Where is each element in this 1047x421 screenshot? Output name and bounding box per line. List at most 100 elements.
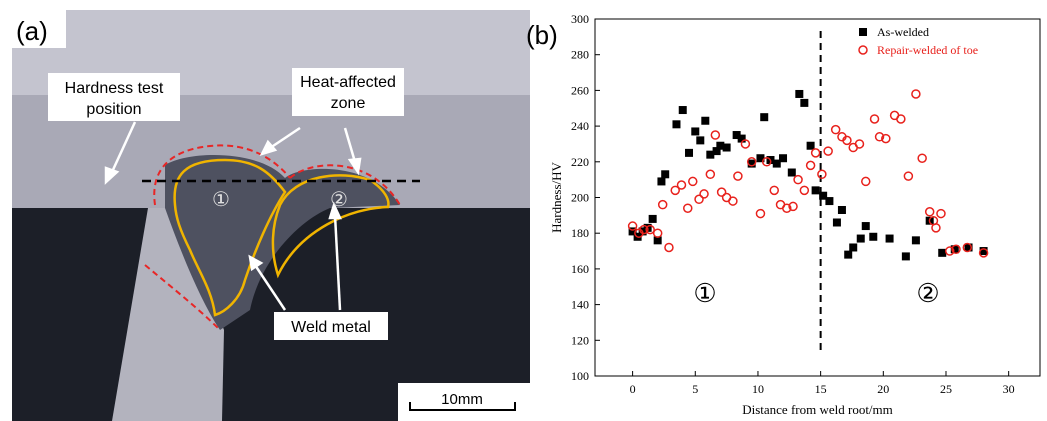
point [903, 171, 914, 181]
x-axis-label: Distance from weld root/mm [742, 402, 893, 417]
point [924, 207, 935, 217]
point [944, 246, 955, 256]
y-tick-label: 100 [571, 369, 589, 383]
haz-boundary [289, 164, 401, 206]
point [740, 139, 751, 149]
point [811, 186, 820, 195]
label-box [274, 312, 388, 340]
scale-label: 10mm [441, 391, 483, 408]
point [844, 250, 853, 259]
x-tick-label: 20 [877, 382, 889, 396]
point [712, 147, 721, 156]
x-tick-label: 25 [940, 382, 952, 396]
point [825, 197, 834, 206]
label-box [292, 68, 404, 116]
point [936, 208, 946, 219]
point [699, 189, 709, 199]
annotation: Heat-affected [300, 74, 396, 91]
point [819, 191, 828, 200]
point [705, 169, 716, 180]
point [652, 228, 663, 238]
point [881, 133, 891, 144]
point [670, 185, 680, 196]
arrow [269, 126, 301, 150]
point [806, 141, 815, 150]
fusion-line [271, 174, 390, 279]
point [842, 135, 852, 146]
y-tick-label: 260 [571, 83, 589, 97]
fusion-line [173, 158, 287, 317]
annotation: position [86, 101, 141, 118]
point [678, 106, 687, 115]
x-tick-label: 15 [815, 382, 827, 396]
point [772, 159, 781, 168]
point [664, 242, 674, 253]
point [769, 185, 780, 196]
label-box [12, 10, 66, 48]
arrow-head [259, 139, 278, 157]
point [793, 174, 803, 185]
panel-label: (a) [16, 16, 48, 46]
point [648, 214, 657, 223]
point [747, 159, 756, 168]
weld-zone [165, 155, 400, 330]
arrow-head [328, 201, 342, 220]
point [639, 224, 649, 235]
zone-label: ② [330, 189, 348, 211]
point [938, 248, 947, 257]
y-tick-label: 300 [571, 12, 589, 26]
photo-panel: (a) Hardness test position Heat-affected… [12, 10, 530, 421]
point [911, 236, 920, 245]
point [782, 203, 792, 213]
point [830, 124, 841, 135]
annotation: Hardness test [65, 80, 164, 97]
point [800, 98, 809, 107]
arrow-head [347, 157, 362, 176]
point [823, 146, 833, 156]
point [931, 223, 941, 233]
point [761, 157, 772, 167]
point [795, 89, 804, 98]
point [653, 236, 662, 245]
point [787, 168, 796, 177]
point [685, 148, 694, 157]
point [645, 224, 655, 235]
x-tick-label: 0 [630, 382, 636, 396]
point [911, 89, 921, 99]
zone-label: ② [916, 279, 939, 308]
point [755, 208, 766, 219]
y-axis-label: Hardness/HV [549, 162, 564, 233]
panel-label: (b) [526, 20, 558, 50]
x-tick-label: 10 [752, 382, 764, 396]
annotation: zone [331, 95, 366, 112]
point [979, 247, 988, 256]
point [861, 176, 871, 187]
legend-label: Repair-welded of toe [877, 43, 978, 57]
point [676, 180, 687, 190]
point [779, 154, 788, 163]
point [683, 203, 693, 213]
y-tick-label: 140 [571, 298, 589, 312]
point [746, 157, 757, 167]
point [688, 176, 698, 187]
point [661, 170, 670, 179]
point [854, 139, 865, 149]
point [837, 205, 846, 214]
zone-label: ① [212, 189, 230, 211]
point [805, 160, 816, 171]
x-tick-label: 30 [1003, 382, 1015, 396]
point [869, 114, 880, 124]
legend-label: As-welded [877, 25, 929, 39]
point [628, 227, 637, 236]
arrow [333, 214, 342, 311]
point [901, 252, 910, 261]
point [760, 113, 769, 122]
point [696, 136, 705, 145]
point [732, 131, 741, 140]
arrow-head [104, 166, 120, 185]
point [701, 116, 710, 125]
legend-marker [859, 28, 867, 36]
point [691, 127, 700, 136]
point [885, 234, 894, 243]
